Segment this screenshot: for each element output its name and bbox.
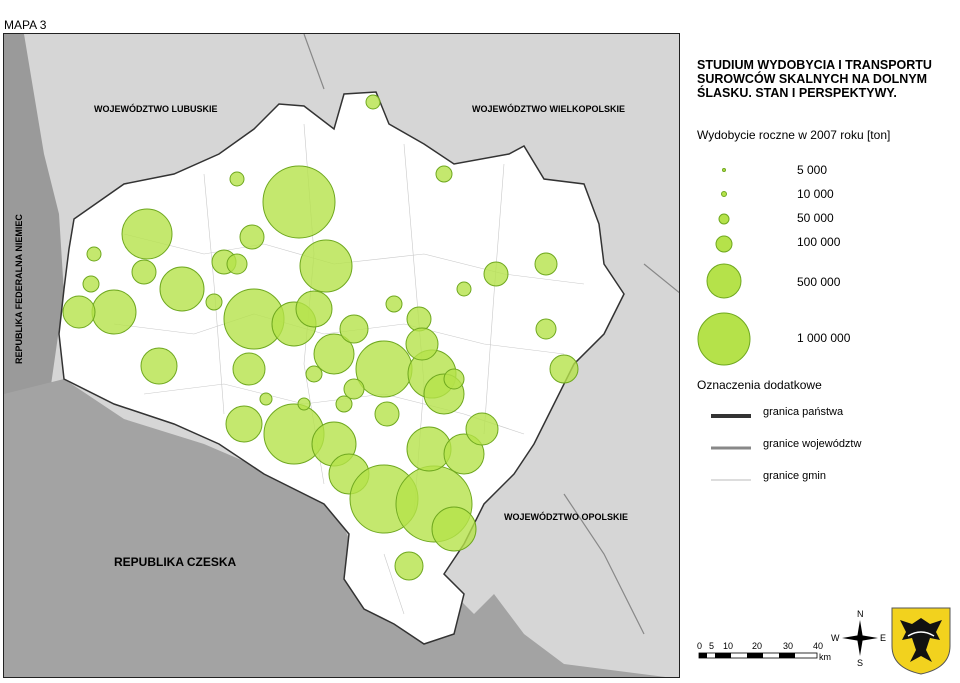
extraction-circle (431, 506, 477, 552)
size-legend-row: 1 000 000 (697, 311, 947, 367)
czech-area (4, 379, 666, 677)
scale-unit: km (819, 652, 831, 662)
size-legend-value: 100 000 (797, 235, 841, 249)
compass-s: S (857, 658, 863, 668)
extraction-circle (91, 289, 137, 335)
line-legend-label: granica państwa (763, 406, 844, 418)
extraction-circle (262, 165, 336, 239)
size-legend-row: 5 000 (697, 163, 947, 183)
size-legend-circle (718, 213, 730, 225)
extraction-circle (435, 165, 453, 183)
extraction-circle (343, 378, 365, 400)
compass-n: N (857, 609, 864, 619)
map-number-label: MAPA 3 (4, 18, 47, 32)
voivodeship-border-swatch (711, 446, 751, 450)
extraction-circle (443, 433, 485, 475)
extraction-circle (205, 293, 223, 311)
extraction-circle (86, 246, 102, 262)
extraction-circle (226, 253, 248, 275)
line-legend-row: granica państwa (697, 406, 947, 422)
scale-tick: 10 (723, 641, 733, 651)
size-legend-row: 50 000 (697, 211, 947, 231)
size-legend-value: 50 000 (797, 211, 834, 225)
extraction-circle (335, 395, 353, 413)
region-label-czech: REPUBLIKA CZESKA (114, 555, 237, 569)
region-label-opolskie: WOJEWÓDZTWO OPOLSKIE (504, 511, 628, 522)
map-frame: WOJEWÓDZTWO LUBUSKIE WOJEWÓDZTWO WIELKOP… (3, 33, 680, 678)
region-label-germany: REPUBLIKA FEDERALNA NIEMIEC (14, 214, 24, 364)
extraction-circle (131, 259, 157, 285)
extraction-circle (313, 333, 355, 375)
size-legend-row: 100 000 (697, 235, 947, 255)
extraction-circle (229, 171, 245, 187)
line-legend-row: granice gmin (697, 470, 947, 486)
extraction-circle (549, 354, 579, 384)
extraction-circle (365, 94, 381, 110)
size-legend-row: 500 000 (697, 261, 947, 301)
extraction-circle (299, 239, 353, 293)
extraction-circle (456, 281, 472, 297)
size-legend-row: 10 000 (697, 187, 947, 207)
extraction-circle (534, 252, 558, 276)
region-label-lubuskie: WOJEWÓDZTWO LUBUSKIE (94, 103, 218, 114)
compass-e: E (880, 633, 886, 643)
extraction-circle (140, 347, 178, 385)
size-legend-value: 1 000 000 (797, 331, 851, 345)
extraction-circle (443, 368, 465, 390)
map-canvas: WOJEWÓDZTWO LUBUSKIE WOJEWÓDZTWO WIELKOP… (4, 34, 679, 677)
scale-tick: 20 (752, 641, 762, 651)
additional-legend-title: Oznaczenia dodatkowe (697, 378, 822, 392)
map-title: STUDIUM WYDOBYCIA I TRANSPORTU SUROWCÓW … (697, 58, 932, 100)
neighbour-borders (303, 34, 679, 635)
line-legend-label: granice województw (763, 438, 862, 450)
size-legend-value: 5 000 (797, 163, 828, 177)
line-legend-row: granice województw (697, 438, 947, 454)
scale-tick: 30 (783, 641, 793, 651)
size-legend-circle (715, 235, 733, 253)
extraction-circle (225, 405, 263, 443)
extraction-circle (385, 295, 403, 313)
size-legend-circle (721, 191, 727, 197)
coat-of-arms-icon (891, 607, 951, 675)
gmina-border-swatch (711, 479, 751, 481)
line-legend-label: granice gmin (763, 470, 826, 482)
size-legend-circle (722, 168, 726, 172)
extraction-circle (297, 397, 311, 411)
extraction-circle (305, 365, 323, 383)
extraction-circle (259, 392, 273, 406)
extraction-circle (159, 266, 205, 312)
extraction-circle (121, 208, 173, 260)
germany-area (4, 34, 64, 434)
compass-w: W (831, 633, 840, 643)
extraction-circle (406, 306, 432, 332)
state-border-swatch (711, 414, 751, 418)
scale-tick: 0 (697, 641, 702, 651)
extraction-circle (232, 352, 266, 386)
extraction-circle (405, 327, 439, 361)
extraction-circle (62, 295, 96, 329)
size-legend-circle (697, 312, 751, 366)
extraction-circle (374, 401, 400, 427)
extraction-circles (62, 94, 579, 581)
size-legend-value: 500 000 (797, 275, 841, 289)
extraction-circle (295, 290, 333, 328)
extraction-circle (239, 224, 265, 250)
scale-bar: 0 5 10 20 30 40 km (697, 641, 831, 662)
extraction-circle (394, 551, 424, 581)
region-label-wielkopolskie: WOJEWÓDZTWO WIELKOPOLSKIE (472, 103, 625, 114)
extraction-circle (483, 261, 509, 287)
compass-rose-icon: N S E W (831, 609, 886, 668)
scale-tick: 5 (709, 641, 714, 651)
size-legend-value: 10 000 (797, 187, 834, 201)
scale-tick: 40 (813, 641, 823, 651)
scale-segments (698, 652, 818, 659)
extraction-circle (465, 412, 499, 446)
legend-title: Wydobycie roczne w 2007 roku [ton] (697, 128, 891, 142)
size-legend-circle (706, 263, 742, 299)
legend-panel: STUDIUM WYDOBYCIA I TRANSPORTU SUROWCÓW … (697, 58, 947, 482)
extraction-circle (535, 318, 557, 340)
extraction-circle (82, 275, 100, 293)
extraction-circle (339, 314, 369, 344)
